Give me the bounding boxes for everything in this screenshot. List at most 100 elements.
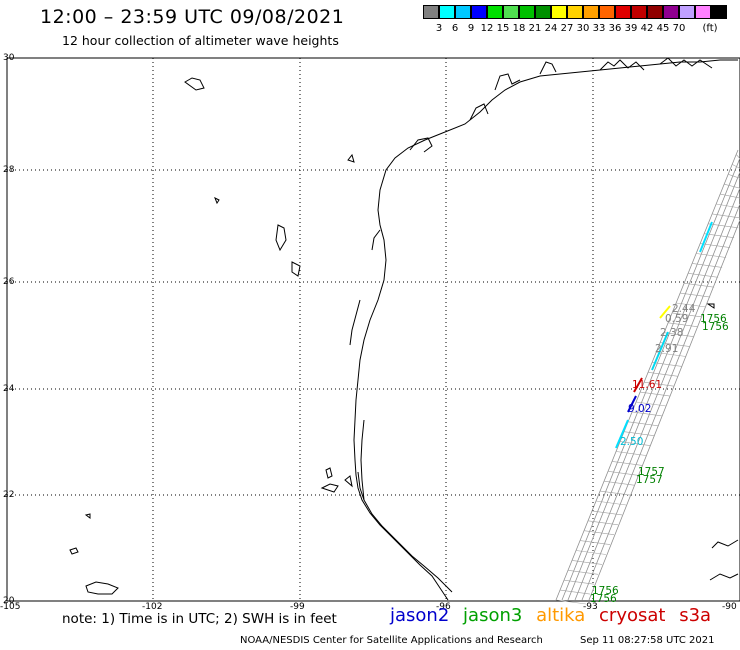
- track-hatch: [672, 312, 703, 318]
- lat-label: 26: [3, 277, 15, 287]
- colorbar-swatch: [567, 5, 583, 19]
- swh-label: 2.38: [660, 327, 683, 339]
- track-hatch: [603, 480, 635, 486]
- mexico-lake-3: [291, 261, 301, 277]
- colorbar-swatch: [679, 5, 695, 19]
- colorbar-label: 3: [435, 23, 443, 34]
- colorbar-swatch: [455, 5, 471, 19]
- mexico-lake-1: [184, 77, 205, 91]
- lat-label: 22: [3, 490, 14, 500]
- track-hatch: [716, 203, 740, 209]
- sabine-lake: [469, 103, 489, 121]
- swh-label: 0.59: [665, 313, 688, 325]
- colorbar-label: 18: [512, 23, 526, 34]
- track-hatch: [724, 183, 740, 189]
- swh-label: 11.61: [632, 379, 662, 391]
- satellite-s3a: s3a: [679, 605, 712, 626]
- inland-lake-2: [371, 229, 381, 251]
- colorbar-swatch: [423, 5, 439, 19]
- louisiana-marsh-4: [659, 57, 713, 69]
- colorbar-label: 33: [592, 23, 606, 34]
- mexico-dot-2: [69, 547, 79, 555]
- lon-label: -90: [722, 602, 737, 612]
- colorbar-label: 27: [560, 23, 574, 34]
- satellite-altika: altika: [536, 605, 586, 626]
- graticule: [7, 58, 740, 601]
- lon-label: -96: [436, 602, 451, 612]
- colorbar-swatch: [599, 5, 615, 19]
- track-hatch: [720, 193, 740, 199]
- louisiana-marsh-3: [599, 59, 645, 71]
- track-hatch: [640, 391, 671, 397]
- footer-timestamp: Sep 11 08:27:58 UTC 2021: [580, 635, 715, 646]
- track-hatch: [583, 530, 615, 535]
- track-hatch: [616, 451, 647, 456]
- track-hatch: [735, 154, 740, 159]
- satellite-jason3: jason3: [463, 605, 523, 626]
- swh-label: 9.02: [628, 403, 651, 415]
- satellite-jason2: jason2: [390, 605, 450, 626]
- track-hatch: [668, 322, 699, 328]
- delta-shore-2: [709, 573, 739, 581]
- track-hatch: [700, 243, 731, 248]
- lon-label: -99: [290, 602, 305, 612]
- colorbar-label: 21: [528, 23, 542, 34]
- track-hatch: [628, 421, 659, 427]
- colorbar-unit: (ft): [702, 23, 718, 34]
- cyan-segment-south: [615, 419, 629, 449]
- track-hatch: [555, 599, 587, 605]
- galveston-bay: [409, 137, 433, 153]
- track-hatch: [587, 520, 619, 526]
- mexico-lake-5: [325, 467, 333, 479]
- coastline: [69, 57, 739, 601]
- map-title: 12:00 – 23:59 UTC 09/08/2021: [40, 6, 345, 28]
- track-hatch: [567, 570, 599, 575]
- colored-track-segments: [615, 221, 713, 449]
- lat-label: 20: [3, 596, 15, 606]
- satellite-legend: jason2 jason3 altika cryosat s3a: [390, 605, 719, 626]
- lon-axis-labels: -105 -102 -99 -96 -93 -90: [0, 602, 737, 612]
- colorbar-label: 39: [624, 23, 638, 34]
- swh-label: 2.44: [672, 303, 696, 315]
- track-hatch: [692, 263, 723, 268]
- louisiana-marsh-1: [494, 73, 521, 91]
- colorbar-swatch: [519, 5, 535, 19]
- swh-label: 2.50: [620, 436, 643, 448]
- gulf-coast-outline: [353, 59, 738, 601]
- track-hatch: [732, 164, 740, 169]
- track-hatch: [656, 352, 687, 357]
- lon-label: -102: [142, 602, 162, 612]
- yellow-segment: [659, 305, 671, 319]
- track-hatch: [660, 342, 691, 347]
- coastal-lagoon-2: [344, 475, 353, 488]
- colorbar-label: 30: [576, 23, 590, 34]
- footer-note: note: 1) Time is in UTC; 2) SWH is in fe…: [62, 611, 337, 627]
- colorbar-swatch: [471, 5, 487, 19]
- track-hatch: [644, 381, 675, 387]
- cyan-segment-north: [699, 221, 713, 253]
- lat-axis-labels: 30 28 26 24 22 20: [3, 53, 15, 606]
- track-hatch: [728, 174, 740, 179]
- colorbar-label: 6: [451, 23, 459, 34]
- track-hatch: [708, 223, 739, 229]
- inland-lake-1: [349, 299, 361, 346]
- mexico-dot-3: [84, 513, 91, 519]
- track-hatch: [664, 332, 695, 337]
- colorbar-swatch: [487, 5, 503, 19]
- colorbar-label: 24: [544, 23, 558, 34]
- track-hatch: [579, 540, 611, 545]
- cyan-segment-mid: [651, 331, 669, 371]
- colorbar-swatch: [647, 5, 663, 19]
- swh-label: 2.91: [655, 343, 678, 355]
- track-hatch: [684, 282, 715, 288]
- track-hatch: [599, 490, 631, 496]
- track-hatch: [680, 292, 711, 298]
- colorbar-swatch: [631, 5, 647, 19]
- colorbar-label: 36: [608, 23, 622, 34]
- track-hatch: [571, 560, 603, 565]
- altimeter-track: [555, 149, 740, 601]
- colorbar-label: 42: [640, 23, 654, 34]
- lat-label: 28: [3, 165, 15, 175]
- colorbar-label: 12: [480, 23, 494, 34]
- colorbar-label: 9: [467, 23, 475, 34]
